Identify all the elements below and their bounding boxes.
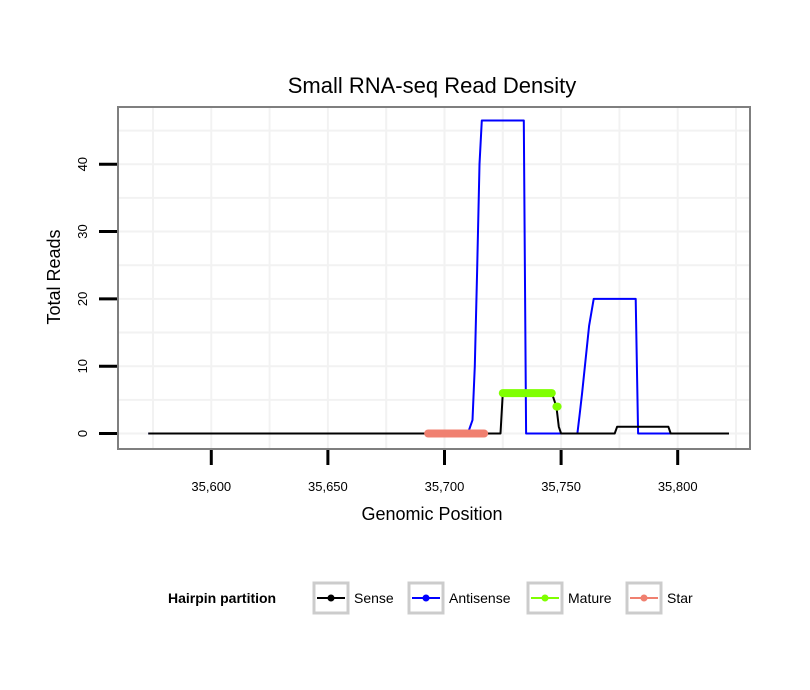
legend-item-mature: Mature [526,581,612,615]
grid-lines [118,107,750,449]
x-tick-label: 35,800 [658,479,698,494]
x-tick-label: 35,750 [541,479,581,494]
y-axis: 0 10 20 30 40 [75,157,117,437]
series-layer [148,119,729,438]
plot-panel-border [117,106,751,450]
chart-title: Small RNA-seq Read Density [288,73,577,98]
series-line-antisense [148,119,729,435]
legend-label: Antisense [449,590,511,606]
x-tick-label: 35,700 [425,479,465,494]
plot-panel [118,107,750,449]
legend-item-star: Star [625,581,693,615]
legend: Hairpin partition Sense Antisense Mature St… [168,581,693,615]
y-axis-title: Total Reads [44,229,64,324]
y-tick-label: 20 [75,292,90,306]
y-tick-label: 0 [75,430,90,437]
x-axis: 35,600 35,650 35,700 35,750 35,800 [191,450,698,494]
legend-key-dot [541,594,549,602]
x-tick-label: 35,600 [191,479,231,494]
legend-label: Star [667,590,693,606]
legend-title: Hairpin partition [168,590,276,606]
y-tick-label: 30 [75,224,90,238]
legend-label: Sense [354,590,394,606]
x-tick-label: 35,650 [308,479,348,494]
legend-item-sense: Sense [312,581,394,615]
y-tick-label: 10 [75,359,90,373]
y-tick-label: 40 [75,157,90,171]
legend-item-antisense: Antisense [407,581,511,615]
x-axis-title: Genomic Position [361,504,502,524]
legend-key-dot [640,594,648,602]
series-line-sense [148,392,729,435]
legend-label: Mature [568,590,612,606]
legend-key-dot [422,594,430,602]
legend-key-dot [327,594,335,602]
legend-items: Sense Antisense Mature Star [312,581,693,615]
